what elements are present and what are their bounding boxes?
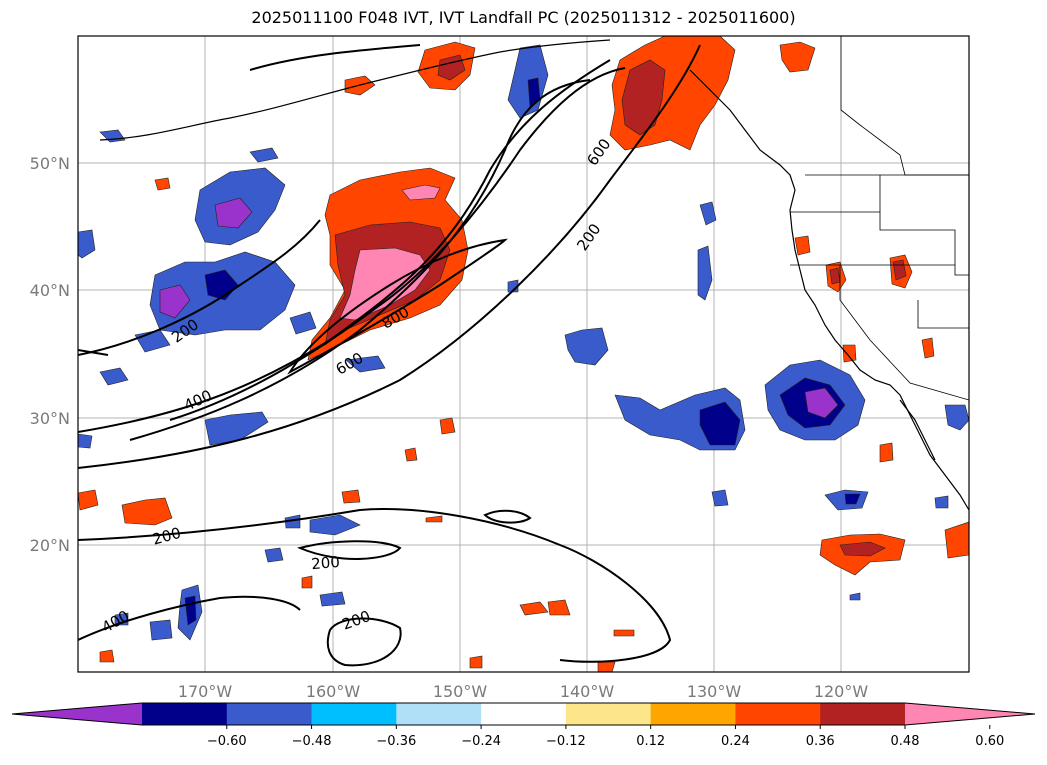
lat-label-50n: 50°N <box>30 154 70 173</box>
lon-label-130w: 130°W <box>687 682 742 701</box>
colorbar-bin <box>820 703 906 725</box>
map-area <box>78 36 969 672</box>
colorbar-tick-label: −0.36 <box>376 734 416 749</box>
colorbar-bin <box>565 703 652 725</box>
lon-label-120w: 120°W <box>814 682 869 701</box>
lon-label-150w: 150°W <box>433 682 488 701</box>
lon-label-140w: 140°W <box>560 682 615 701</box>
colorbar-extension-min <box>12 703 142 725</box>
colorbar-tick-label: 0.12 <box>636 734 665 749</box>
lat-label-40n: 40°N <box>30 281 70 300</box>
colorbar-bin <box>311 703 397 725</box>
colorbar-tick-label: 0.36 <box>806 734 835 749</box>
colorbar-extension-max <box>905 703 1035 725</box>
colorbar-bin <box>142 703 228 725</box>
colorbar-tick-label: −0.48 <box>292 734 332 749</box>
colorbar: −0.60 −0.48 −0.36 −0.24 −0.12 0.12 0.24 0.36 0.4… <box>11 702 1036 749</box>
lat-label-30n: 30°N <box>30 409 70 428</box>
colorbar-outline <box>11 702 1036 726</box>
figure-title: 2025011100 F048 IVT, IVT Landfall PC (20… <box>251 8 796 27</box>
colorbar-bin <box>650 703 736 725</box>
coastlines <box>99 39 969 511</box>
colorbar-tick-label: −0.60 <box>207 734 247 749</box>
colorbar-bin <box>481 703 567 725</box>
colorbar-bin <box>735 703 821 725</box>
lat-label-20n: 20°N <box>30 536 70 555</box>
lon-label-170w: 170°W <box>178 682 233 701</box>
map-border <box>77 35 970 673</box>
contour-label: 200 <box>311 553 341 573</box>
colorbar-tick-label: 0.24 <box>721 734 750 749</box>
colorbar-bin <box>226 703 313 725</box>
lon-label-160w: 160°W <box>306 682 361 701</box>
colorbar-tick-label: −0.24 <box>461 734 501 749</box>
ivt-contours <box>78 44 701 667</box>
political-borders <box>790 36 969 401</box>
latitude-labels: 50°N 40°N 30°N 20°N <box>30 154 70 555</box>
colorbar-tick-label: 0.48 <box>891 734 920 749</box>
longitude-labels: 170°W 160°W 150°W 140°W 130°W 120°W <box>178 682 869 701</box>
colorbar-bin <box>396 703 482 725</box>
colorbar-tick-label: −0.12 <box>546 734 586 749</box>
colorbar-tick-label: 0.60 <box>975 734 1004 749</box>
